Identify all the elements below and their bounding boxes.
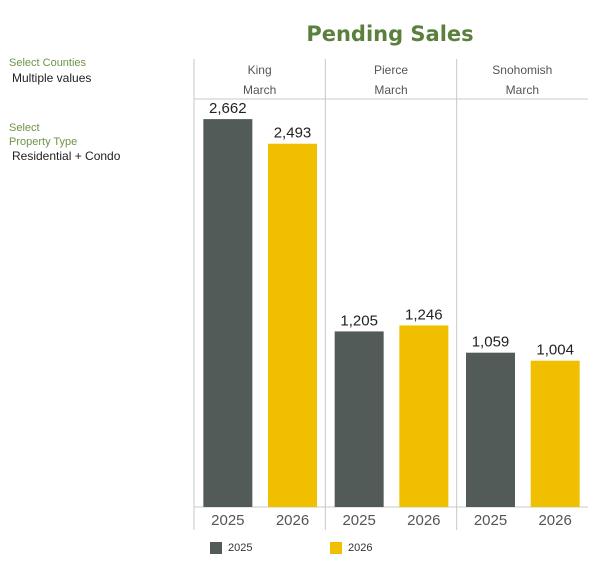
bar-value-label: 1,205 [340, 312, 378, 329]
bar-2025 [466, 353, 515, 507]
legend-label-2026: 2026 [348, 542, 372, 554]
x-tick-label: 2026 [538, 512, 571, 529]
bar-value-label: 1,004 [536, 342, 574, 359]
panel-month-label: March [506, 83, 539, 97]
bar-2026 [399, 325, 448, 507]
bar-value-label: 1,246 [405, 306, 443, 323]
bar-2025 [335, 331, 384, 507]
panel-county-label: King [248, 63, 272, 77]
x-tick-label: 2026 [276, 512, 309, 529]
x-tick-label: 2025 [342, 512, 375, 529]
x-tick-label: 2025 [474, 512, 507, 529]
legend-swatch-2025 [210, 542, 222, 554]
legend-label-2025: 2025 [228, 542, 252, 554]
x-tick-label: 2025 [211, 512, 244, 529]
legend-item-2026[interactable]: 2026 [330, 540, 372, 556]
panel-month-label: March [243, 83, 276, 97]
panel-county-label: Snohomish [492, 63, 552, 77]
bar-2026 [531, 361, 580, 507]
bar-value-label: 2,493 [274, 125, 312, 142]
panel-month-label: March [374, 83, 407, 97]
legend-swatch-2026 [330, 542, 342, 554]
legend-item-2025[interactable]: 2025 [210, 540, 252, 556]
bar-value-label: 1,059 [472, 334, 510, 351]
x-tick-label: 2026 [407, 512, 440, 529]
bar-2026 [268, 144, 317, 507]
panel-county-label: Pierce [374, 63, 408, 77]
bar-value-label: 2,662 [209, 100, 247, 117]
bar-2025 [203, 119, 252, 507]
